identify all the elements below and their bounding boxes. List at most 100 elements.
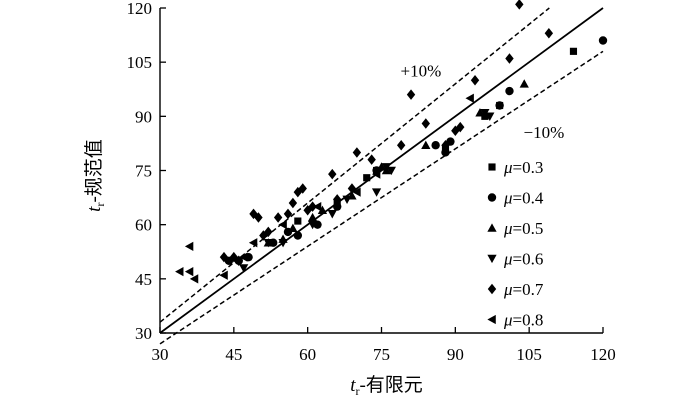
data-point-circle-9	[293, 231, 303, 240]
data-point-diamond-0	[544, 28, 554, 39]
legend-label: μ=0.6	[503, 250, 543, 269]
data-point-circle-2	[495, 101, 504, 110]
legend-label: μ=0.5	[503, 219, 543, 238]
x-tick-label: 120	[590, 345, 616, 364]
data-point-triangle-left-6	[248, 238, 258, 248]
data-point-diamond-19	[288, 197, 298, 209]
data-point-triangle-up-0	[519, 79, 529, 88]
legend: μ=0.3 μ=0.4 μ=0.5 μ=0.6 μ=0.7 μ=0.8	[487, 158, 544, 330]
data-point-triangle-up-6	[317, 205, 328, 215]
data-point-diamond-18	[293, 186, 303, 198]
data-points	[175, 0, 608, 284]
data-point-diamond-9	[396, 139, 406, 151]
data-point-triangle-down-5	[342, 195, 352, 205]
x-tick-label: 60	[299, 345, 316, 364]
data-point-triangle-left-10	[371, 169, 381, 179]
data-point-triangle-left-3	[189, 274, 199, 284]
data-point-triangle-left-0	[184, 241, 194, 251]
data-point-diamond-5	[451, 125, 460, 137]
legend-label: μ=0.3	[503, 158, 543, 177]
y-tick-label: 90	[135, 107, 152, 126]
data-point-triangle-left-7	[278, 220, 287, 230]
y-tick-label: 30	[135, 324, 152, 343]
data-point-diamond-28	[219, 251, 229, 263]
legend-marker-circle	[487, 193, 497, 202]
data-point-triangle-down-1	[480, 108, 490, 118]
legend-marker-triangle-down	[487, 254, 497, 264]
data-point-diamond-14	[328, 168, 337, 180]
annotations: tr-有限元 tr-规范值 +10% −10%	[83, 62, 564, 398]
x-tick-label: 90	[447, 345, 464, 364]
data-point-diamond-6	[441, 139, 450, 151]
data-point-triangle-down-8	[278, 238, 288, 248]
data-point-diamond-4	[456, 121, 465, 133]
data-point-triangle-left-4	[219, 270, 228, 280]
x-tick-label: 45	[225, 345, 242, 364]
data-point-square-0	[569, 47, 578, 55]
data-point-square-5	[363, 174, 371, 182]
data-point-triangle-down-10	[239, 264, 249, 273]
data-point-diamond-2	[505, 53, 514, 64]
data-point-triangle-down-2	[386, 166, 396, 176]
data-point-diamond-1	[515, 0, 524, 10]
data-point-triangle-left-11	[465, 93, 474, 103]
legend-label: μ=0.8	[503, 311, 543, 330]
reference-line-2	[159, 50, 604, 345]
y-tick-label: 60	[135, 216, 152, 235]
data-point-triangle-down-4	[371, 188, 382, 197]
data-point-diamond-8	[406, 89, 416, 100]
data-point-square-7	[294, 217, 302, 225]
data-point-circle-1	[505, 86, 514, 96]
axes: 30 45 60 75 90 105 120 30 45 60 75 90 105 120	[127, 0, 616, 364]
data-point-circle-5	[431, 141, 440, 150]
data-point-diamond-27	[229, 251, 239, 263]
data-point-triangle-down-7	[307, 220, 318, 230]
data-point-circle-4	[441, 148, 450, 157]
legend-marker-triangle-left	[487, 314, 496, 325]
legend-marker-diamond	[487, 283, 497, 295]
data-point-diamond-20	[283, 208, 293, 220]
y-axis-title: tr-规范值	[83, 139, 107, 212]
y-tick-label: 120	[127, 0, 153, 18]
data-point-triangle-up-2	[421, 140, 431, 150]
data-point-circle-7	[333, 202, 342, 211]
legend-label: μ=0.7	[503, 280, 544, 299]
x-tick-label: 105	[516, 345, 542, 364]
data-point-triangle-left-9	[352, 187, 361, 197]
x-tick-label: 30	[152, 345, 169, 364]
data-point-diamond-11	[352, 147, 362, 158]
data-point-diamond-3	[470, 74, 480, 86]
data-point-diamond-16	[303, 204, 312, 216]
y-tick-label: 105	[127, 53, 153, 72]
data-point-diamond-25	[249, 208, 258, 220]
legend-marker-triangle-up	[487, 223, 497, 232]
reference-line-1	[159, 7, 550, 323]
data-point-triangle-up-4	[376, 162, 387, 171]
data-point-diamond-26	[234, 255, 243, 267]
legend-label: μ=0.4	[503, 189, 544, 208]
data-point-triangle-up-1	[475, 108, 485, 117]
data-point-diamond-7	[421, 118, 430, 129]
data-point-diamond-21	[273, 212, 283, 223]
annotation-label-0: +10%	[401, 62, 442, 81]
data-point-triangle-down-3	[381, 163, 392, 172]
x-axis-title: tr-有限元	[350, 374, 423, 398]
data-point-diamond-13	[333, 194, 342, 205]
data-point-triangle-up-7	[307, 212, 318, 222]
annotation-label-1: −10%	[524, 123, 565, 142]
data-point-triangle-down-9	[263, 238, 273, 248]
y-tick-label: 45	[135, 270, 152, 289]
data-point-triangle-left-2	[175, 266, 184, 277]
data-point-circle-0	[598, 36, 608, 45]
data-point-triangle-left-1	[184, 266, 194, 277]
data-point-triangle-down-0	[485, 112, 495, 121]
data-point-diamond-10	[367, 154, 376, 165]
data-point-triangle-up-8	[288, 223, 298, 233]
data-point-triangle-left-5	[239, 252, 248, 262]
legend-marker-square	[488, 163, 496, 171]
data-point-diamond-23	[259, 230, 268, 241]
data-point-triangle-left-8	[312, 201, 322, 212]
data-point-triangle-down-6	[327, 210, 337, 219]
